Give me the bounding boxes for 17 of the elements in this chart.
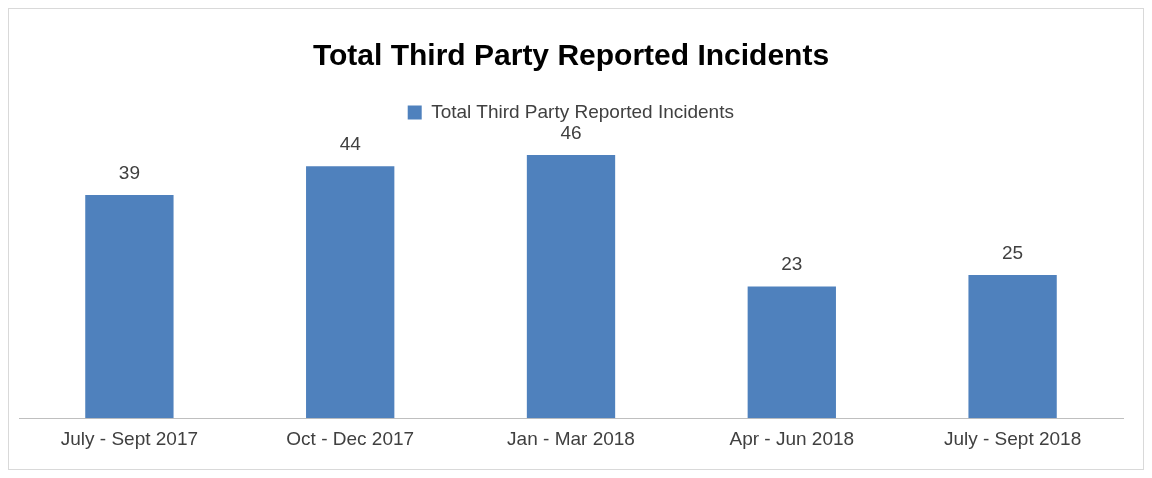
data-label: 25: [1002, 241, 1024, 263]
data-label: 39: [118, 161, 140, 183]
bar: [85, 194, 174, 419]
data-label: 46: [560, 121, 582, 143]
x-tick-label: Jan - Mar 2018: [507, 427, 635, 449]
legend-label: Total Third Party Reported Incidents: [431, 100, 734, 122]
x-tick-label: July - Sept 2017: [60, 427, 199, 449]
x-tick-label: Apr - Jun 2018: [729, 427, 855, 449]
chart-title: Total Third Party Reported Incidents: [312, 38, 830, 72]
data-label: 23: [781, 253, 803, 275]
x-tick-label: Oct - Dec 2017: [286, 427, 415, 449]
data-label: 44: [339, 133, 362, 155]
x-tick-label: July - Sept 2018: [943, 427, 1082, 449]
bar: [747, 286, 836, 419]
bar: [968, 275, 1057, 419]
bar: [526, 154, 616, 419]
bar: [306, 166, 395, 419]
